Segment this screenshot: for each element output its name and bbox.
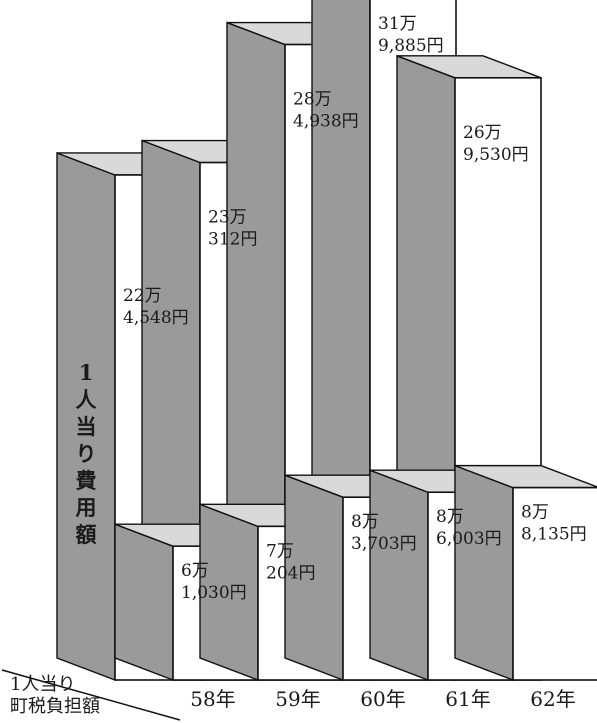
side-label-char: 額 bbox=[75, 522, 97, 547]
tax-bar-side bbox=[454, 464, 514, 682]
tax-label: 6,003円 bbox=[436, 529, 502, 549]
x-tick-label: 58年 bbox=[190, 687, 235, 711]
corner-label-line: 町税負担額 bbox=[10, 696, 100, 717]
x-tick-label: 59年 bbox=[275, 687, 320, 711]
x-tick-label: 60年 bbox=[360, 687, 405, 711]
x-tick-label: 61年 bbox=[445, 687, 490, 711]
cost-label: 312円 bbox=[208, 230, 257, 250]
cost-label: 9,530円 bbox=[463, 145, 529, 165]
tax-label: 1,030円 bbox=[181, 583, 247, 603]
tax-label: 8万 bbox=[436, 507, 464, 527]
cost-label: 26万 bbox=[463, 123, 502, 143]
tax-bars bbox=[114, 464, 597, 682]
x-axis: 58年 59年 60年 61年 62年 bbox=[190, 687, 575, 711]
corner-label-line: 1人当り bbox=[10, 674, 75, 695]
tax-bar-side bbox=[369, 469, 429, 682]
tax-label: 3,703円 bbox=[351, 534, 417, 554]
corner-divider bbox=[1, 669, 181, 721]
cost-label: 23万 bbox=[208, 208, 247, 228]
tax-label: 6万 bbox=[181, 561, 209, 581]
side-label-char: り bbox=[76, 441, 97, 466]
cost-label: 4,548円 bbox=[123, 308, 189, 328]
cost-label: 28万 bbox=[293, 90, 332, 110]
cost-label: 4,938円 bbox=[293, 112, 359, 132]
side-label-char: 人 bbox=[76, 387, 97, 412]
side-label-char: 当 bbox=[76, 414, 97, 439]
cost-label: 22万 bbox=[123, 286, 162, 306]
tax-bar bbox=[512, 486, 597, 681]
tax-label: 8万 bbox=[521, 503, 549, 523]
tax-label: 8万 bbox=[351, 512, 379, 532]
side-label-char: 用 bbox=[76, 495, 97, 520]
tax-label: 7万 bbox=[266, 541, 294, 561]
side-label-char: 1 bbox=[79, 360, 94, 385]
side-label-char: 費 bbox=[76, 468, 97, 493]
tax-label: 204円 bbox=[266, 563, 315, 583]
tax-label: 8,135円 bbox=[521, 525, 587, 545]
tax-bar-side bbox=[114, 523, 174, 682]
cost-label: 31万 bbox=[378, 14, 417, 34]
x-tick-label: 62年 bbox=[530, 687, 575, 711]
cost-label: 9,885円 bbox=[378, 36, 444, 56]
